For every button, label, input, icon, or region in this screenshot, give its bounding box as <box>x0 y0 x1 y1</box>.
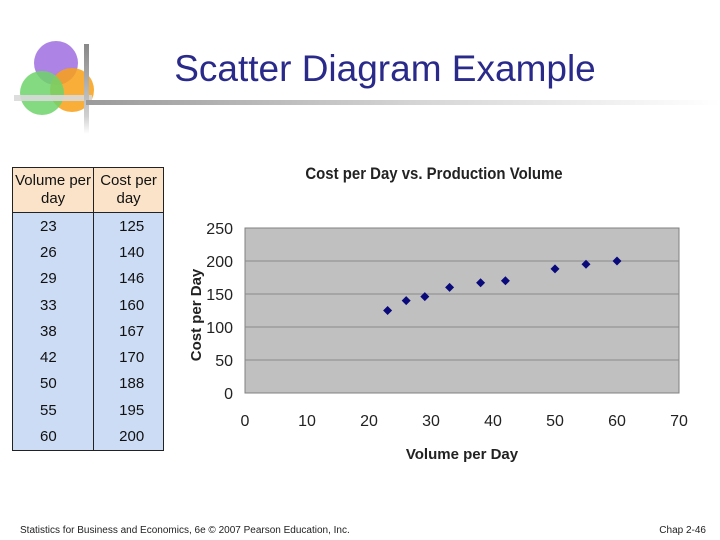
x-tick-label: 50 <box>546 413 564 430</box>
data-point <box>581 259 591 269</box>
table-row: 55 195 <box>11 397 164 424</box>
table-row: 38 167 <box>11 318 164 345</box>
y-tick-label: 150 <box>206 287 233 304</box>
table-row: 33 160 <box>11 291 164 319</box>
data-point <box>612 256 622 266</box>
volume-cell: 38 <box>11 318 95 345</box>
x-tick-label: 20 <box>360 413 378 430</box>
volume-cell: 55 <box>11 397 95 424</box>
y-tick-label: 200 <box>206 254 233 271</box>
header-volume: Volume per day <box>11 167 95 213</box>
x-tick-label: 30 <box>422 413 440 430</box>
y-tick-label: 250 <box>206 221 233 238</box>
data-point <box>500 276 510 286</box>
volume-cell: 33 <box>11 291 95 319</box>
y-tick-label: 100 <box>206 320 233 337</box>
cost-cell: 125 <box>93 212 164 240</box>
x-tick-label: 70 <box>670 413 688 430</box>
header-cost: Cost per day <box>93 167 164 213</box>
data-point <box>445 282 455 292</box>
footer-page-number: Chap 2-46 <box>659 525 706 536</box>
table-row: 26 140 <box>11 239 164 266</box>
data-table: Volume per day Cost per day 23 125 26 140 29… <box>11 167 164 451</box>
x-tick-label: 0 <box>241 413 250 430</box>
data-point <box>383 306 393 315</box>
data-point <box>550 264 560 274</box>
chart-title: Cost per Day vs. Production Volume <box>305 165 562 183</box>
gridlines <box>245 260 679 361</box>
x-tick-label: 60 <box>608 413 626 430</box>
volume-cell: 42 <box>11 344 95 371</box>
table-row: 42 170 <box>11 344 164 371</box>
cost-cell: 140 <box>93 239 164 266</box>
cost-cell: 200 <box>93 423 164 451</box>
y-tick-label: 50 <box>215 353 233 370</box>
table-row: 23 125 <box>11 212 164 240</box>
table-body: 23 125 26 140 29 146 33 160 38 167 42 170 50 188 55 195… <box>11 212 164 451</box>
cost-cell: 167 <box>93 318 164 345</box>
volume-cell: 50 <box>11 370 95 398</box>
y-tick-labels: 0 50 100 150 200 250 <box>206 221 233 403</box>
slide-logo-circles <box>14 41 94 115</box>
volume-cell: 26 <box>11 239 95 266</box>
volume-cell: 29 <box>11 265 95 292</box>
x-tick-label: 40 <box>484 413 502 430</box>
table-row: 60 200 <box>11 423 164 451</box>
title-vertical-rule <box>84 44 89 134</box>
cost-cell: 160 <box>93 291 164 319</box>
title-underline <box>86 100 720 105</box>
scatter-chart: Cost per Day vs. Production Volume 0 50 10… <box>188 165 688 463</box>
table-row: 29 146 <box>11 265 164 292</box>
cost-cell: 195 <box>93 397 164 424</box>
table-header-row: Volume per day Cost per day <box>11 167 164 213</box>
data-point <box>401 296 411 306</box>
y-tick-label: 0 <box>224 386 233 403</box>
x-tick-label: 10 <box>298 413 316 430</box>
table-row: 50 188 <box>11 370 164 398</box>
slide-title: Scatter Diagram Example <box>174 48 596 89</box>
plot-area <box>244 227 680 394</box>
cost-cell: 146 <box>93 265 164 292</box>
cost-cell: 170 <box>93 344 164 371</box>
x-axis-label: Volume per Day <box>406 446 519 463</box>
data-point <box>420 292 430 302</box>
cost-cell: 188 <box>93 370 164 398</box>
volume-cell: 23 <box>11 212 95 240</box>
x-tick-labels: 0 10 20 30 40 50 60 70 <box>241 413 688 430</box>
volume-cell: 60 <box>11 423 95 451</box>
y-axis-label: Cost per Day <box>188 268 205 361</box>
data-points <box>383 256 622 315</box>
data-point <box>476 278 486 288</box>
footer-copyright: Statistics for Business and Economics, 6… <box>20 525 350 536</box>
